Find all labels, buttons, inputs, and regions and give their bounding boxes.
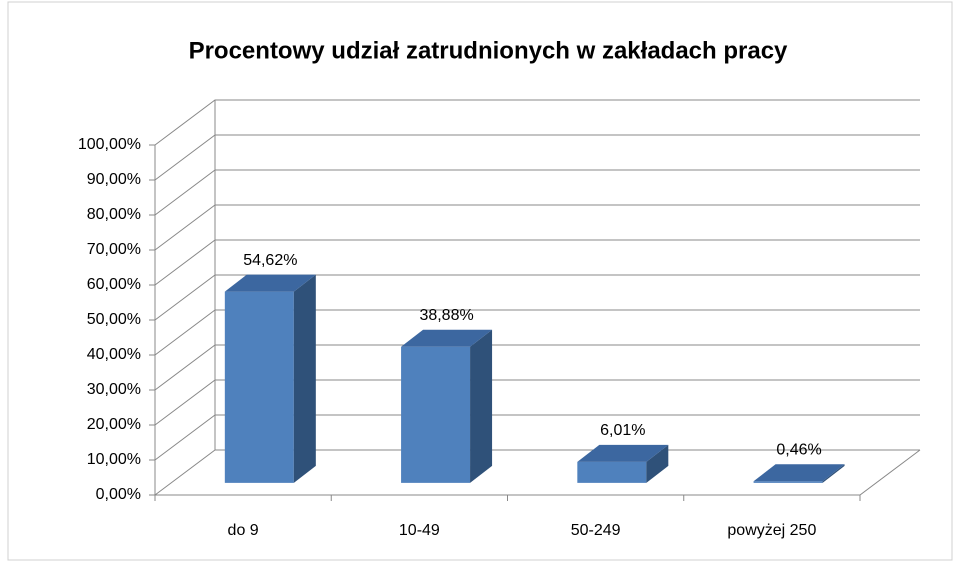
bar-front (224, 291, 294, 483)
bar (401, 329, 493, 483)
bar-side (293, 274, 316, 483)
x-tick-label: 50-249 (571, 522, 621, 539)
data-label: 6,01% (600, 422, 645, 439)
grid-line (154, 204, 920, 251)
chart-border (7, 1, 953, 561)
y-tick-label: 60,00% (87, 276, 141, 293)
bar (753, 464, 845, 483)
x-tick-label: 10-49 (399, 522, 440, 539)
grid-line (154, 309, 920, 356)
y-tick-label: 30,00% (87, 381, 141, 398)
bar-top (401, 329, 493, 347)
data-label: 0,46% (776, 441, 821, 458)
x-tick-label: do 9 (228, 522, 259, 539)
y-tick-label: 20,00% (87, 416, 141, 433)
x-tick-label: powyżej 250 (727, 522, 816, 539)
bar (224, 274, 316, 483)
grid-line (154, 449, 920, 496)
grid-line (154, 99, 920, 146)
y-tick-label: 40,00% (87, 346, 141, 363)
grid-line (154, 169, 920, 216)
bar-top (577, 444, 669, 462)
data-label: 54,62% (243, 252, 297, 269)
y-tick-label: 50,00% (87, 311, 141, 328)
grid-line (154, 414, 920, 461)
bar-front (401, 346, 471, 483)
bar-top (753, 464, 845, 482)
y-tick-label: 70,00% (87, 241, 141, 258)
y-tick-label: 90,00% (87, 171, 141, 188)
grid-line (154, 274, 920, 321)
y-tick-label: 10,00% (87, 451, 141, 468)
chart-title: Procentowy udział zatrudnionych w zakład… (189, 37, 788, 64)
bar-front (753, 481, 823, 483)
y-tick-label: 100,00% (78, 136, 141, 153)
y-tick-label: 80,00% (87, 206, 141, 223)
data-label: 38,88% (419, 307, 473, 324)
y-tick-label: 0,00% (96, 486, 141, 503)
grid-line (154, 379, 920, 426)
grid-line (154, 344, 920, 391)
bar-side (646, 444, 669, 483)
grid-line (154, 134, 920, 181)
bar-top (224, 274, 316, 292)
bar-front (577, 461, 647, 483)
bar-side (470, 329, 493, 483)
bar (577, 444, 669, 483)
grid-line (154, 239, 920, 286)
bar-side (822, 464, 845, 483)
